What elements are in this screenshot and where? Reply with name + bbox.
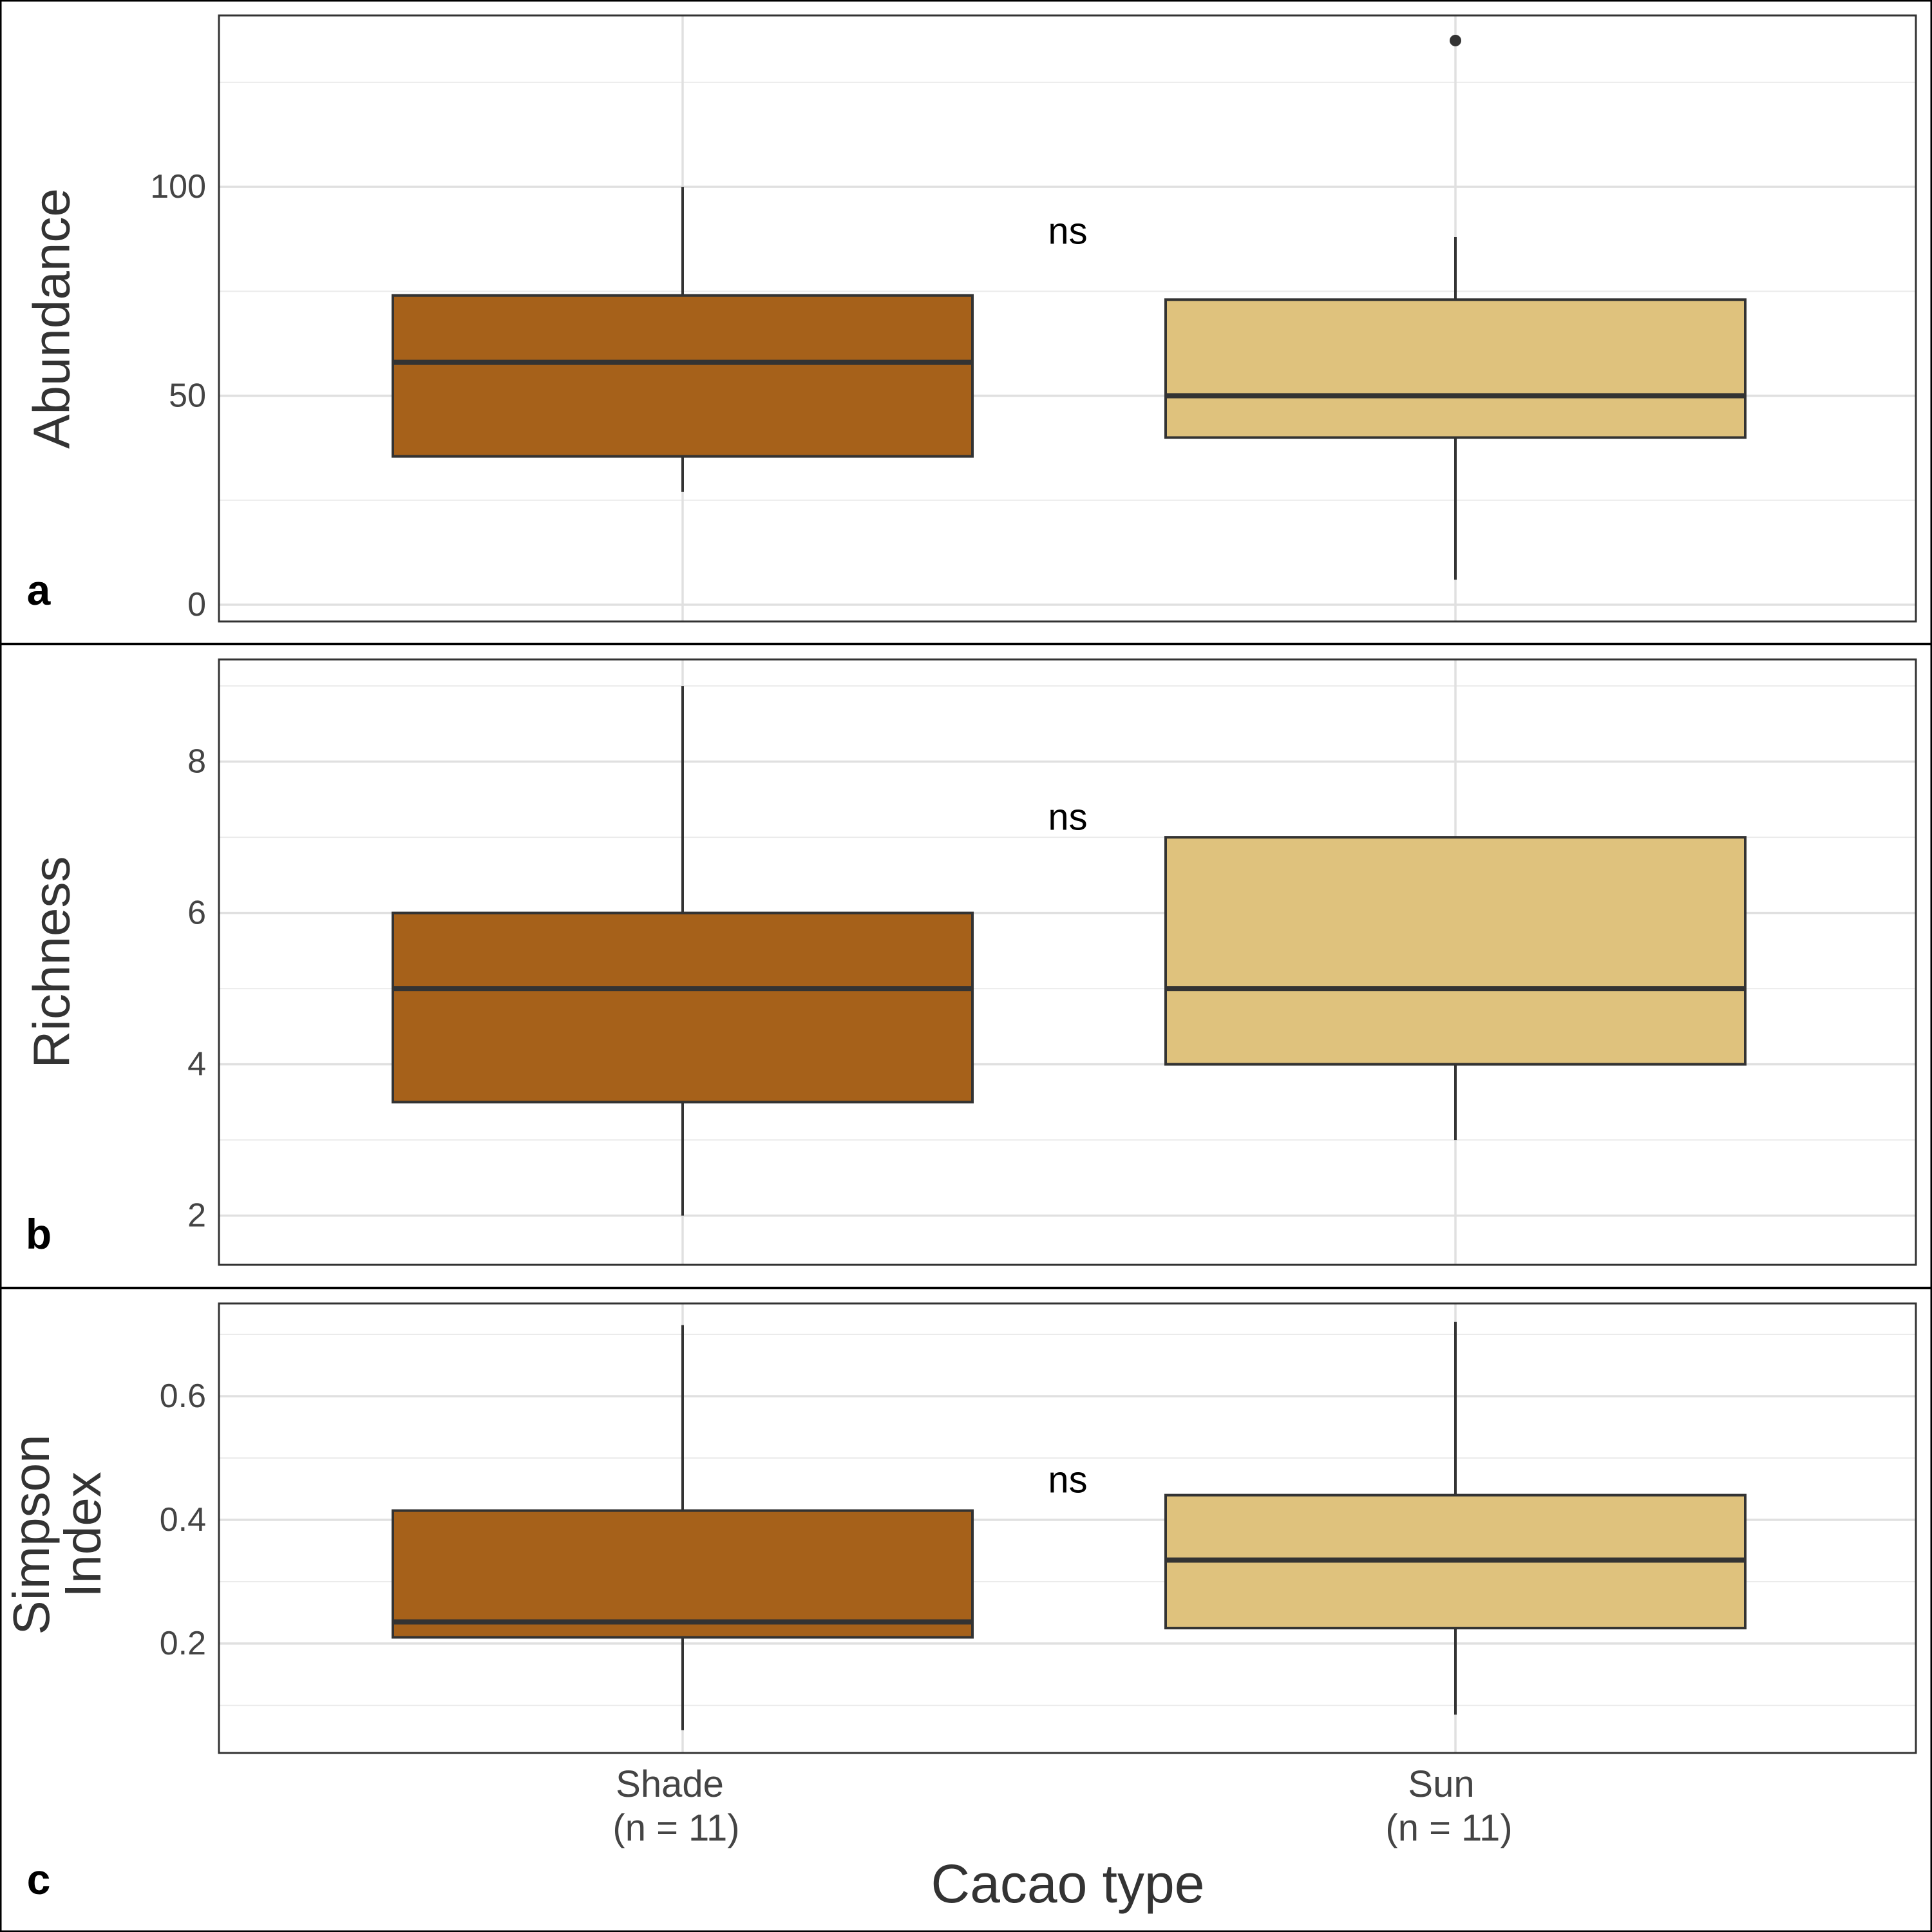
significance-label: ns — [1048, 211, 1087, 252]
x-tick-label-line: (n = 11) — [1385, 1806, 1512, 1848]
box-sun — [1164, 836, 1747, 1141]
x-tick-label-line: (n = 11) — [612, 1806, 739, 1848]
box-body — [392, 294, 974, 458]
y-tick-label: 2 — [187, 1197, 206, 1235]
y-tick-label: 0 — [187, 586, 206, 623]
y-tick-label: 0.2 — [160, 1625, 206, 1662]
y-tick-label: 6 — [187, 895, 206, 932]
y-tick-label: 0.4 — [160, 1501, 206, 1539]
y-tick-label: 0.6 — [160, 1378, 206, 1415]
y-tick-label: 4 — [187, 1046, 206, 1083]
plot-frame — [218, 1302, 1917, 1754]
panel-letter: a — [27, 566, 52, 614]
panel-letter: b — [26, 1210, 52, 1258]
x-axis-title: Cacao type — [931, 1853, 1205, 1914]
panel-a: 0 50 100 Abundance ns a — [23, 14, 1917, 623]
x-tick-label: Sun (n = 11) — [1385, 1763, 1512, 1849]
box-shade — [392, 1325, 974, 1730]
box-body — [392, 1509, 974, 1639]
box-shade — [392, 187, 974, 492]
y-axis-title-line: Index — [54, 1472, 111, 1598]
outlier-point — [1450, 34, 1461, 46]
y-axis-title-line: Simpson — [3, 1434, 60, 1634]
x-tick-label-line: Sun — [1408, 1763, 1474, 1805]
box-body — [1164, 836, 1747, 1066]
panel-b: 2 4 6 8 Richness ns b — [0, 643, 1932, 1266]
significance-label: ns — [1048, 1459, 1087, 1501]
y-tick-label: 8 — [187, 743, 206, 781]
y-axis-title: SimpsonIndex — [3, 1434, 111, 1634]
y-axis-title: Richness — [23, 856, 80, 1068]
y-axis-title: Abundance — [23, 188, 80, 449]
box-body — [1164, 298, 1747, 439]
y-tick-label: 50 — [169, 377, 206, 415]
box-body — [392, 911, 974, 1104]
panel-letter: c — [27, 1855, 51, 1903]
y-tick-label: 100 — [150, 168, 206, 205]
plot-frame — [218, 14, 1917, 623]
significance-label: ns — [1048, 797, 1087, 838]
x-tick-label-line: Shade — [616, 1763, 724, 1805]
box-shade — [392, 686, 974, 1216]
x-tick-label: Shade (n = 11) — [612, 1763, 739, 1849]
plot-frame — [218, 658, 1917, 1266]
box-sun — [1164, 1321, 1747, 1715]
box-sun — [1164, 34, 1747, 580]
